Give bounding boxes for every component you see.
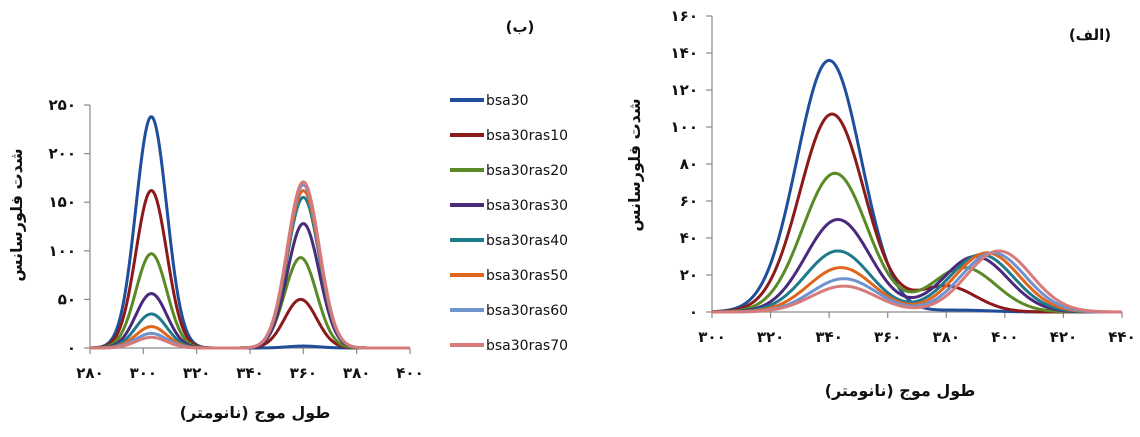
series-line-bsa30ras50: [711, 251, 1123, 314]
y-tick-label: ۱۰۰: [49, 242, 76, 260]
series-line-bsa30ras40: [89, 195, 411, 350]
y-tick-label: ۱۶۰: [671, 7, 698, 25]
y-tick-label: ۱۴۰: [671, 44, 698, 62]
x-tick-label: ۳۶۰: [874, 328, 901, 346]
panel-label-b: (ب): [506, 18, 535, 36]
y-tick-label: ۶۰: [680, 192, 698, 210]
y-tick-label: ۰: [67, 339, 76, 357]
series-line-bsa30ras30: [711, 218, 1123, 314]
y-axis-title-a: شدت فلورسانس: [625, 98, 644, 231]
y-tick-label: ۲۰: [680, 266, 698, 284]
legend-label-bsa30ras40: bsa30ras40: [486, 233, 568, 249]
x-tick-label: ۳۶۰: [290, 364, 317, 382]
x-tick-label: ۲۸۰: [76, 364, 103, 382]
legend-label-bsa30: bsa30: [486, 93, 529, 109]
y-tick-label: ۱۲۰: [671, 81, 698, 99]
legend-label-bsa30ras60: bsa30ras60: [486, 303, 568, 319]
series-line-bsa30ras40: [711, 249, 1123, 314]
x-tick-label: ۴۲۰: [1050, 328, 1077, 346]
x-tick-label: ۳۰۰: [130, 364, 157, 382]
y-tick-label: ۲۵۰: [49, 96, 76, 114]
x-tick-label: ۴۴۰: [1108, 328, 1135, 346]
y-tick-label: ۱۵۰: [49, 193, 76, 211]
y-tick-label: ۸۰: [680, 155, 698, 173]
panel-label-a: (الف): [1069, 26, 1111, 44]
x-tick-label: ۳۲۰: [757, 328, 784, 346]
x-tick-label: ۳۸۰: [933, 328, 960, 346]
series-line-bsa30ras20: [711, 171, 1123, 314]
legend-label-bsa30ras50: bsa30ras50: [486, 268, 568, 284]
chart-panel-b: (ب) شدت فلورسانس طول موج (نانومتر) ۲۸۰ ۳۰…: [7, 18, 568, 422]
x-tick-label: ۴۰۰: [991, 328, 1018, 346]
x-tick-label: ۳۴۰: [236, 364, 263, 382]
y-tick-label: ۱۰۰: [671, 118, 698, 136]
legend-label-bsa30ras70: bsa30ras70: [486, 338, 568, 354]
y-axis-title-b: شدت فلورسانس: [7, 148, 26, 281]
legend-label-bsa30ras30: bsa30ras30: [486, 198, 568, 214]
y-tick-label: ۵۰: [58, 290, 76, 308]
series-lines-b: [89, 115, 411, 350]
axes-a: ۳۰۰ ۳۲۰ ۳۴۰ ۳۶۰ ۳۸۰ ۴۰۰ ۴۲۰ ۴۴۰ ۰ ۲۰ ۴۰ ۶۰ ۸۰ ۱۰۰ ۱۲۰ ۱…: [671, 7, 1136, 346]
legend-label-bsa30ras20: bsa30ras20: [486, 163, 568, 179]
y-tick-label: ۴۰: [680, 229, 698, 247]
legend-label-bsa30ras10: bsa30ras10: [486, 128, 568, 144]
x-axis-title-b: طول موج (نانومتر): [180, 403, 331, 422]
x-tick-label: ۳۰۰: [698, 328, 725, 346]
series-lines-a: [711, 58, 1123, 314]
series-line-bsa30ras70: [711, 249, 1123, 314]
legend-b: bsa30 bsa30ras10 bsa30ras20 bsa30ras30 bsa30…: [450, 93, 568, 354]
x-tick-label: ۳۴۰: [815, 328, 842, 346]
x-tick-label: ۳۸۰: [343, 364, 370, 382]
axes-b: ۲۸۰ ۳۰۰ ۳۲۰ ۳۴۰ ۳۶۰ ۳۸۰ ۴۰۰ ۰ ۵۰ ۱۰۰ ۱۵۰ ۲۰۰ ۲۵۰: [49, 96, 424, 382]
chart-panel-a: (الف) شدت فلورسانس طول موج (نانومتر) ۳۰۰…: [625, 7, 1136, 400]
y-tick-label: ۰: [689, 303, 698, 321]
y-tick-label: ۲۰۰: [49, 145, 76, 163]
series-line-bsa30ras10: [711, 112, 1123, 314]
x-tick-label: ۳۲۰: [183, 364, 210, 382]
x-tick-label: ۴۰۰: [396, 364, 423, 382]
x-axis-title-a: طول موج (نانومتر): [825, 381, 976, 400]
series-line-bsa30ras70: [89, 180, 411, 350]
